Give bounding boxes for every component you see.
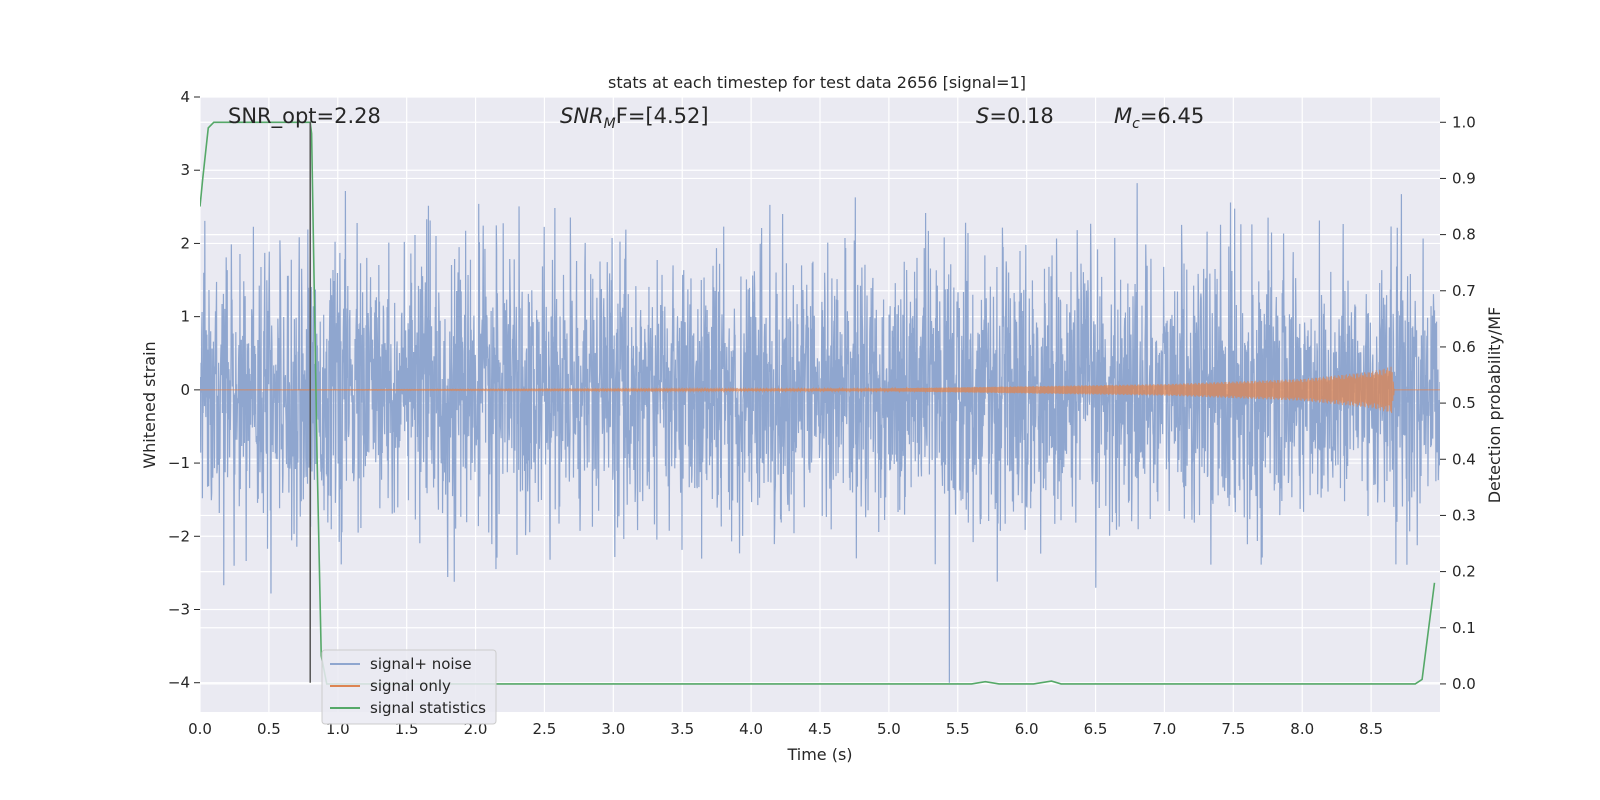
y2-tick-label: 0.1	[1452, 619, 1476, 637]
x-tick-label: 0.5	[257, 720, 281, 738]
y2-tick-label: 0.7	[1452, 282, 1476, 300]
annotation-snr-mf-main: SNR	[560, 104, 604, 128]
y2-axis-ticks: 1.0 0.9 0.8 0.7 0.6 0.5 0.4 0.3 0.2 0.1 0.0	[1440, 113, 1476, 693]
x-tick-label: 7.5	[1221, 720, 1245, 738]
y2-tick-label: 0.5	[1452, 394, 1476, 412]
y-tick-label: 0	[180, 381, 190, 399]
y-tick-label: −3	[168, 601, 190, 619]
annotation-snr-mf: SNRMF=[4.52]	[560, 104, 709, 132]
y2-tick-label: 0.9	[1452, 169, 1476, 187]
x-tick-label: 5.0	[877, 720, 901, 738]
x-tick-label: 2.5	[533, 720, 557, 738]
legend-label-signal-noise: signal+ noise	[370, 655, 472, 673]
chart-title: stats at each timestep for test data 265…	[608, 73, 1026, 92]
annotation-mc: Mc=6.45	[1114, 104, 1204, 132]
series-signal-only	[200, 366, 1440, 413]
legend-label-signal-only: signal only	[370, 677, 451, 695]
x-tick-label: 6.5	[1084, 720, 1108, 738]
x-axis-label: Time (s)	[786, 745, 852, 764]
annotation-snr-mf-sub: M	[604, 116, 616, 132]
annotation-s-rest: =0.18	[989, 104, 1053, 128]
y-tick-label: 1	[180, 308, 190, 326]
y2-tick-label: 1.0	[1452, 113, 1476, 131]
y2-tick-label: 0.3	[1452, 506, 1476, 524]
y2-tick-label: 0.8	[1452, 226, 1476, 244]
y2-tick-label: 0.0	[1452, 675, 1476, 693]
y-tick-label: −2	[168, 527, 190, 545]
y2-tick-label: 0.2	[1452, 563, 1476, 581]
x-tick-label: 8.5	[1359, 720, 1383, 738]
y-tick-label: 3	[180, 161, 190, 179]
y-tick-label: 2	[180, 234, 190, 252]
x-tick-label: 6.0	[1015, 720, 1039, 738]
annotation-snr-mf-rest: F=[4.52]	[616, 104, 709, 128]
y-axis-ticks: 4 3 2 1 0 −1 −2 −3 −4	[168, 88, 200, 692]
legend-label-signal-statistics: signal statistics	[370, 699, 486, 717]
series-signal-noise	[200, 183, 1440, 683]
x-tick-label: 0.0	[188, 720, 212, 738]
y2-tick-label: 0.4	[1452, 450, 1476, 468]
y2-axis-label: Detection probability/MF	[1485, 307, 1504, 504]
y-axis-label: Whitened strain	[140, 341, 159, 468]
x-tick-label: 8.0	[1290, 720, 1314, 738]
annotation-mc-rest: =6.45	[1140, 104, 1204, 128]
y-tick-label: −4	[168, 674, 190, 692]
x-tick-label: 3.5	[670, 720, 694, 738]
x-tick-label: 7.0	[1153, 720, 1177, 738]
y2-tick-label: 0.6	[1452, 338, 1476, 356]
x-tick-label: 3.0	[601, 720, 625, 738]
annotation-s: S=0.18	[976, 104, 1054, 128]
y-tick-label: −1	[168, 454, 190, 472]
annotation-mc-sub: c	[1132, 116, 1140, 132]
annotation-s-var: S	[976, 104, 989, 128]
legend: signal+ noise signal only signal statist…	[321, 649, 497, 725]
x-tick-label: 4.5	[808, 720, 832, 738]
y-tick-label: 4	[180, 88, 190, 106]
annotation-mc-main: M	[1114, 104, 1132, 128]
x-tick-label: 5.5	[946, 720, 970, 738]
legend-box	[321, 649, 497, 725]
x-tick-label: 4.0	[739, 720, 763, 738]
annotation-snr-opt: SNR_opt=2.28	[228, 104, 381, 129]
